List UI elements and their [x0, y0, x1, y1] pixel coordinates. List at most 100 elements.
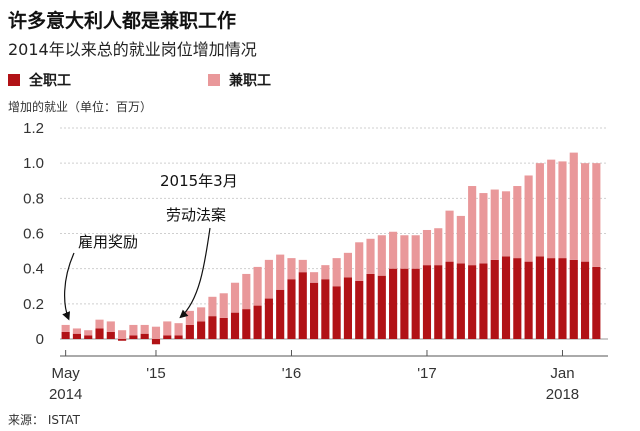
- bar-parttime: [242, 273, 251, 310]
- bar-fulltime: [547, 258, 556, 339]
- legend-swatch-fulltime: [8, 74, 20, 86]
- x-tick-label: May: [51, 365, 80, 382]
- y-tick-label: 0.2: [23, 296, 44, 313]
- y-axis-label: 增加的就业（单位：百万）: [8, 100, 153, 114]
- bar-parttime: [276, 254, 285, 290]
- bar-parttime: [513, 186, 522, 259]
- annotation-arrow-jobs-act: [179, 227, 211, 319]
- annotation-arrow-hiring: [62, 252, 75, 321]
- bar-fulltime: [343, 277, 353, 339]
- x-tick-label-year: 2014: [49, 386, 82, 403]
- y-tick-labels: 1.2 1.0 0.8 0.6 0.4 0.2 0: [23, 120, 44, 348]
- bar-fulltime: [140, 333, 149, 339]
- bar-fulltime: [197, 321, 206, 339]
- bar-fulltime: [129, 335, 138, 339]
- bar-fulltime: [95, 328, 104, 339]
- bar-parttime: [479, 193, 488, 264]
- bar-fulltime: [264, 298, 273, 339]
- bar-fulltime: [106, 331, 115, 339]
- bar-parttime: [230, 282, 240, 313]
- bar-parttime: [468, 186, 477, 266]
- bar-parttime: [72, 328, 82, 334]
- bar-fulltime: [321, 279, 330, 339]
- legend-swatch-parttime: [208, 74, 220, 86]
- annotation-hiring-incentive: 雇用奖励: [78, 233, 138, 251]
- bar-fulltime: [501, 256, 511, 339]
- bar-parttime: [298, 259, 307, 273]
- x-tick-label: '17: [417, 365, 437, 382]
- bar-fulltime: [524, 261, 533, 339]
- bar-fulltime: [422, 265, 432, 339]
- bar-parttime: [524, 175, 533, 262]
- legend-item-parttime: 兼职工: [208, 70, 271, 90]
- bar-fulltime: [309, 282, 319, 339]
- bar-parttime: [84, 330, 93, 336]
- y-tick-label: 0: [36, 331, 44, 348]
- bar-fulltime: [558, 258, 567, 339]
- bar-parttime: [253, 266, 262, 306]
- bar-fulltime: [592, 266, 601, 339]
- bar-fulltime: [61, 331, 70, 339]
- bar-fulltime: [411, 268, 420, 339]
- bar-fulltime: [580, 261, 590, 339]
- x-axis: May 2014 '15 '16 '17 Jan 2018: [49, 350, 608, 403]
- bar-parttime: [106, 321, 115, 332]
- bar-fulltime: [513, 258, 522, 339]
- bar-parttime: [389, 231, 398, 269]
- bar-parttime: [558, 161, 567, 259]
- bar-fulltime: [208, 316, 217, 339]
- bar-parttime: [366, 238, 375, 274]
- bar-fulltime: [230, 312, 240, 339]
- bar-parttime: [343, 252, 353, 278]
- bar-fulltime: [253, 305, 262, 339]
- bar-fulltime: [174, 335, 183, 339]
- legend-label-parttime: 兼职工: [229, 73, 271, 89]
- bar-parttime: [185, 310, 194, 325]
- y-tick-label: 0.4: [23, 261, 44, 278]
- bar-parttime: [197, 307, 206, 322]
- bar-fulltime: [377, 275, 386, 339]
- annotation-jobs-act: 劳动法案: [166, 206, 226, 224]
- bar-parttime: [400, 235, 409, 269]
- bars: [61, 152, 601, 345]
- bar-fulltime: [118, 339, 127, 341]
- bar-parttime: [61, 324, 70, 332]
- bar-parttime: [411, 235, 420, 269]
- x-tick-label: '15: [146, 365, 166, 382]
- bar-parttime: [445, 210, 454, 262]
- annotation-jobs-act-date: 2015年3月: [160, 172, 238, 190]
- x-tick-label: Jan: [550, 365, 574, 382]
- x-tick-label-year: 2018: [546, 386, 579, 403]
- bar-parttime: [264, 259, 273, 299]
- bar-fulltime: [276, 289, 285, 339]
- bar-parttime: [163, 321, 172, 336]
- bar-fulltime: [163, 335, 172, 339]
- bar-fulltime: [569, 259, 578, 339]
- bar-parttime: [547, 159, 556, 259]
- x-tick-label: '16: [282, 365, 302, 382]
- bar-parttime: [174, 323, 183, 336]
- legend: 全职工 兼职工: [8, 70, 328, 90]
- bar-parttime: [332, 258, 341, 287]
- chart-title: 许多意大利人都是兼职工作: [8, 10, 237, 32]
- bar-fulltime: [366, 273, 375, 339]
- bar-parttime: [287, 258, 296, 280]
- bar-parttime: [456, 215, 465, 264]
- bar-parttime: [140, 324, 149, 334]
- bar-fulltime: [468, 265, 477, 339]
- bar-fulltime: [535, 256, 544, 339]
- bar-fulltime: [479, 263, 488, 339]
- bar-fulltime: [72, 333, 82, 339]
- source-note: 来源： ISTAT: [8, 413, 80, 427]
- legend-label-fulltime: 全职工: [29, 73, 71, 89]
- bar-parttime: [309, 272, 319, 283]
- bar-fulltime: [456, 263, 465, 339]
- bar-fulltime: [445, 261, 454, 339]
- bar-parttime: [95, 319, 104, 329]
- y-tick-label: 0.6: [23, 226, 44, 243]
- chart-subtitle: 2014年以来总的就业岗位增加情况: [8, 40, 257, 59]
- bar-fulltime: [185, 324, 194, 339]
- bar-parttime: [569, 152, 578, 260]
- bar-parttime: [434, 228, 443, 266]
